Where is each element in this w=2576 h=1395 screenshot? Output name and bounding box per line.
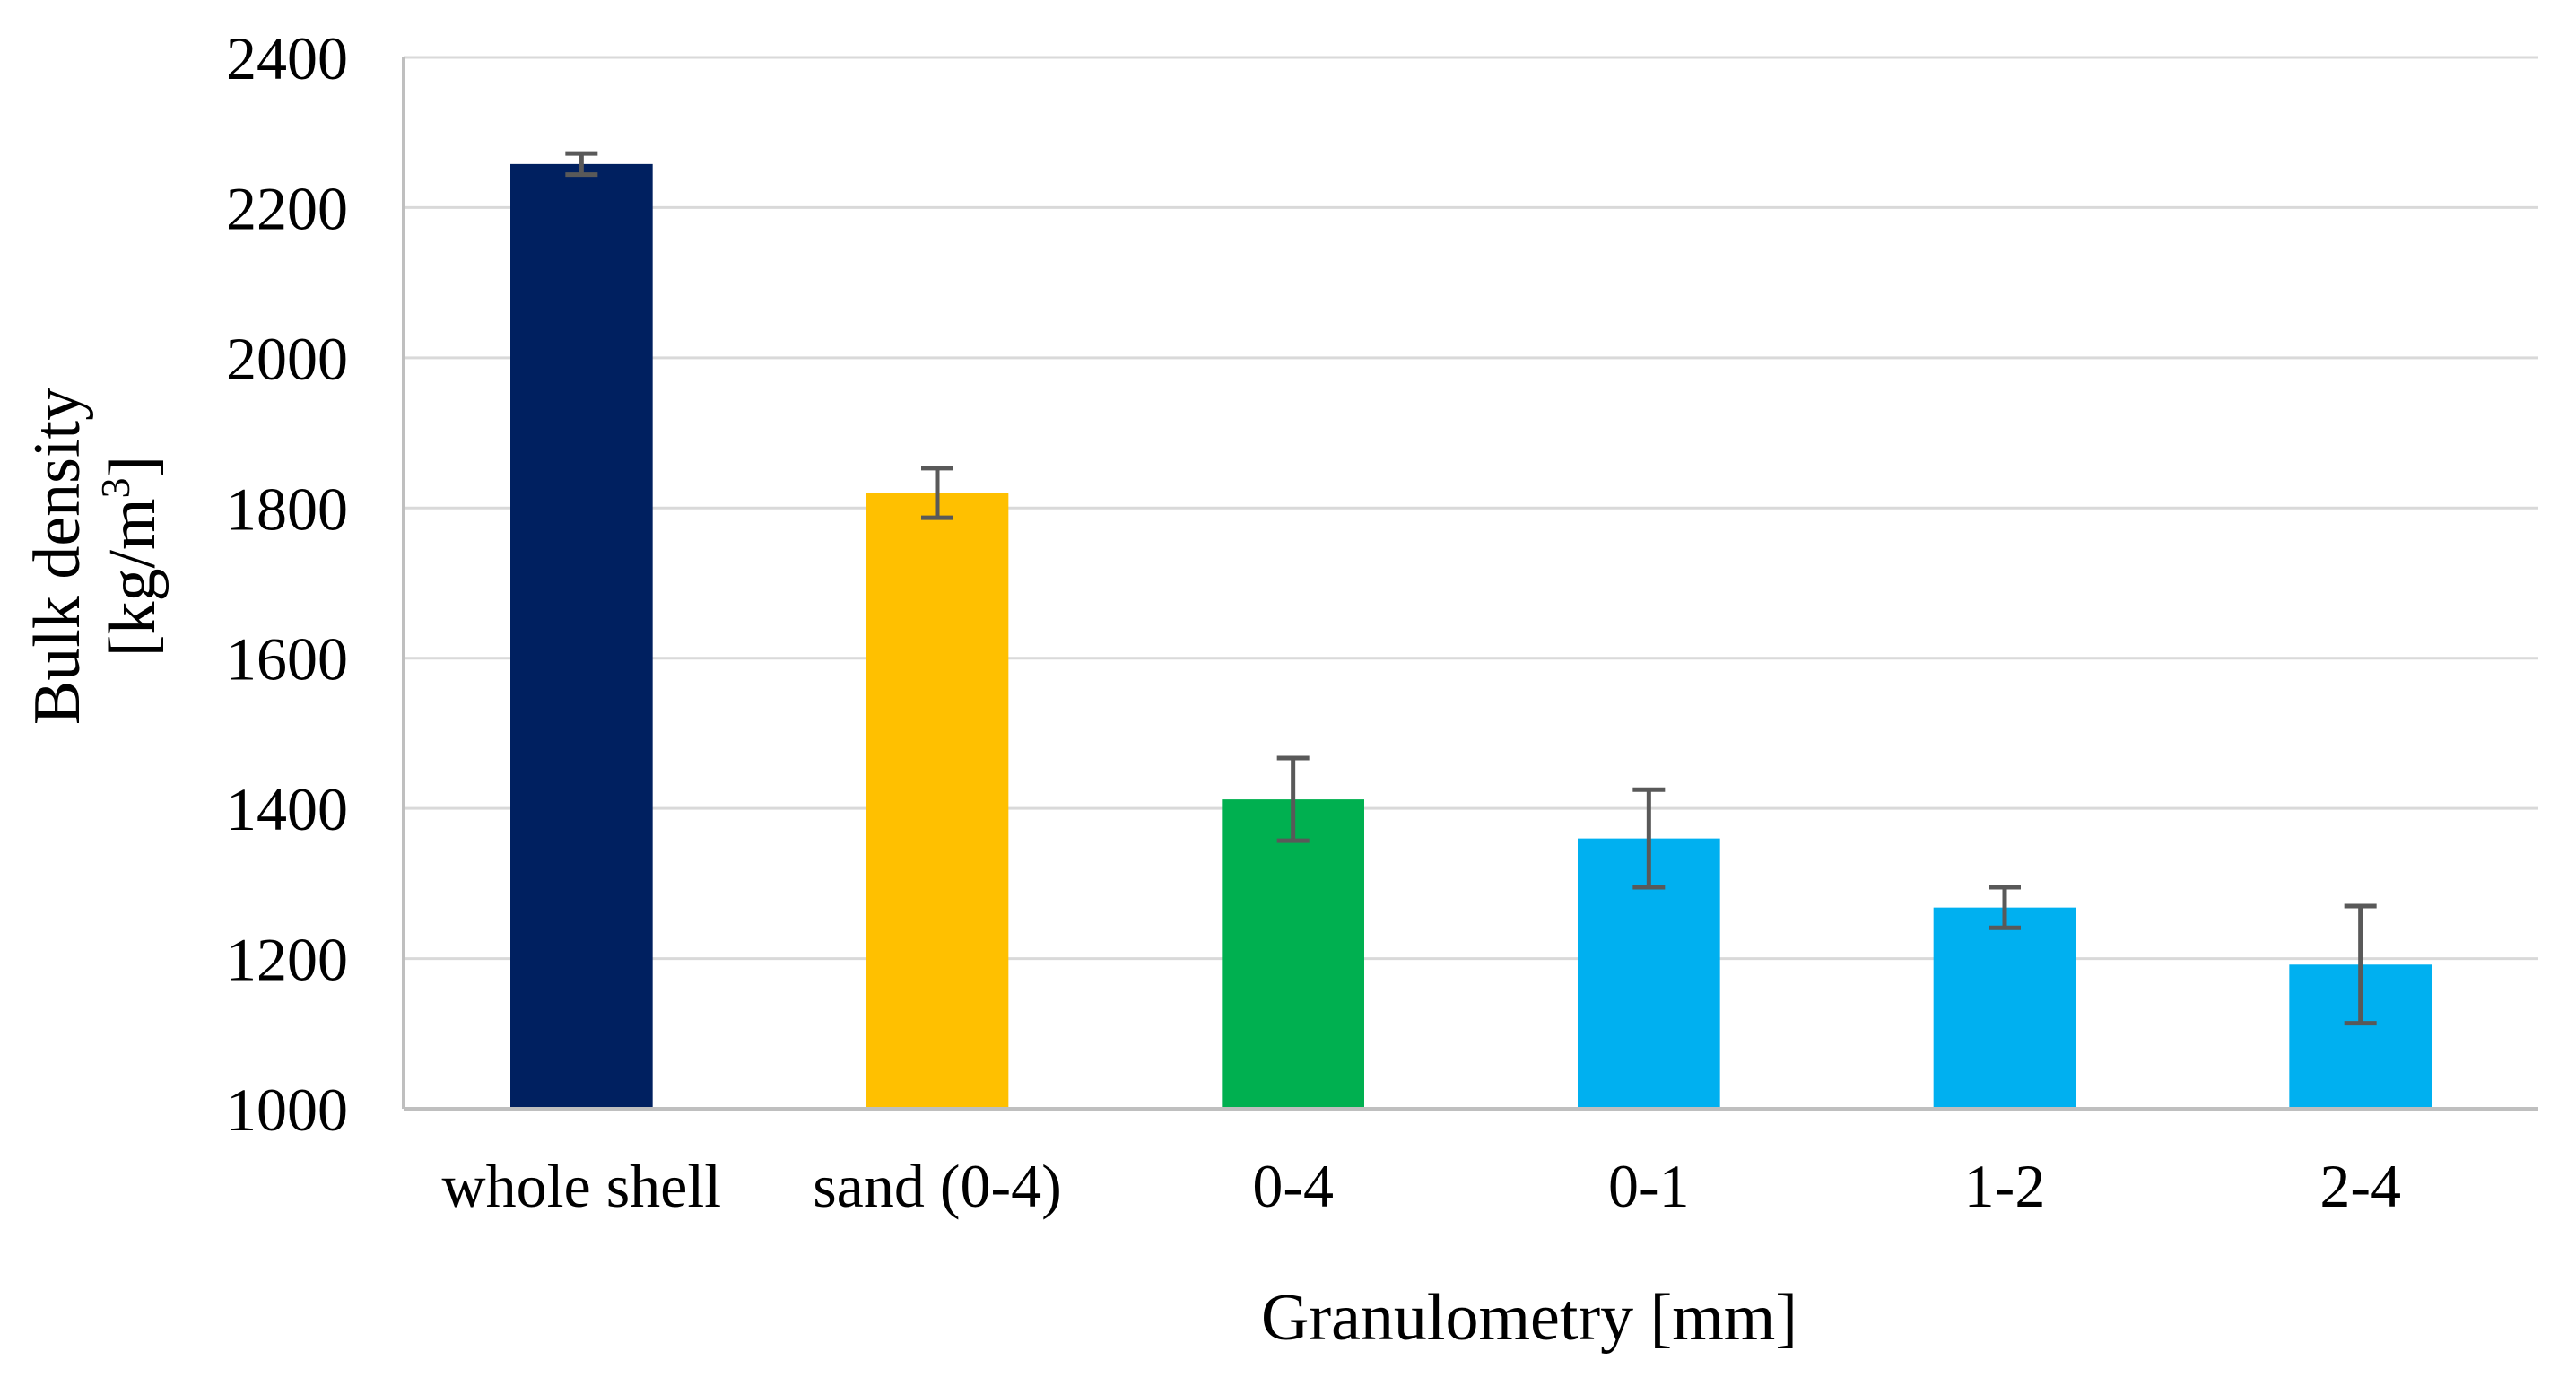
axes <box>402 57 2538 1111</box>
x-tick-label: 0-4 <box>1252 1152 1334 1220</box>
bars <box>510 163 2432 1110</box>
y-axis-title-line1: Bulk density <box>21 388 94 725</box>
bar <box>1933 907 2076 1109</box>
y-tick-label: 2000 <box>226 325 348 393</box>
gridlines <box>404 56 2538 961</box>
x-tick-label: 0-1 <box>1608 1152 1690 1220</box>
y-axis-title-unit-prefix: [kg/m <box>96 498 170 657</box>
x-tick-label: 2-4 <box>2319 1152 2401 1220</box>
x-axis-title: Granulometry [mm] <box>1261 1281 1797 1355</box>
x-tick-labels: whole shell sand (0-4) 0-4 0-1 1-2 2-4 <box>442 1152 2401 1220</box>
y-tick-label: 2400 <box>226 24 348 92</box>
y-tick-labels: 1000 1200 1400 1600 1800 2000 2200 2400 <box>226 24 348 1144</box>
x-tick-label: sand (0-4) <box>813 1152 1062 1220</box>
y-tick-label: 1200 <box>226 926 348 994</box>
x-tick-label: whole shell <box>442 1152 722 1220</box>
y-axis-title: Bulk density [kg/m3] <box>21 388 170 725</box>
bar <box>1222 799 1364 1109</box>
y-axis-title-unit-suffix: ] <box>96 456 170 478</box>
y-tick-label: 1000 <box>226 1076 348 1144</box>
y-axis-title-unit-superscript: 3 <box>92 477 138 498</box>
y-tick-label: 1600 <box>226 625 348 693</box>
y-tick-label: 1800 <box>226 475 348 543</box>
y-axis-title-line2: [kg/m3] <box>92 456 170 657</box>
bar <box>510 163 653 1110</box>
x-tick-label: 1-2 <box>1964 1152 2046 1220</box>
bar <box>866 493 1009 1109</box>
y-tick-label: 2200 <box>226 174 348 242</box>
y-tick-label: 1400 <box>226 775 348 843</box>
error-bars <box>565 151 2377 1026</box>
